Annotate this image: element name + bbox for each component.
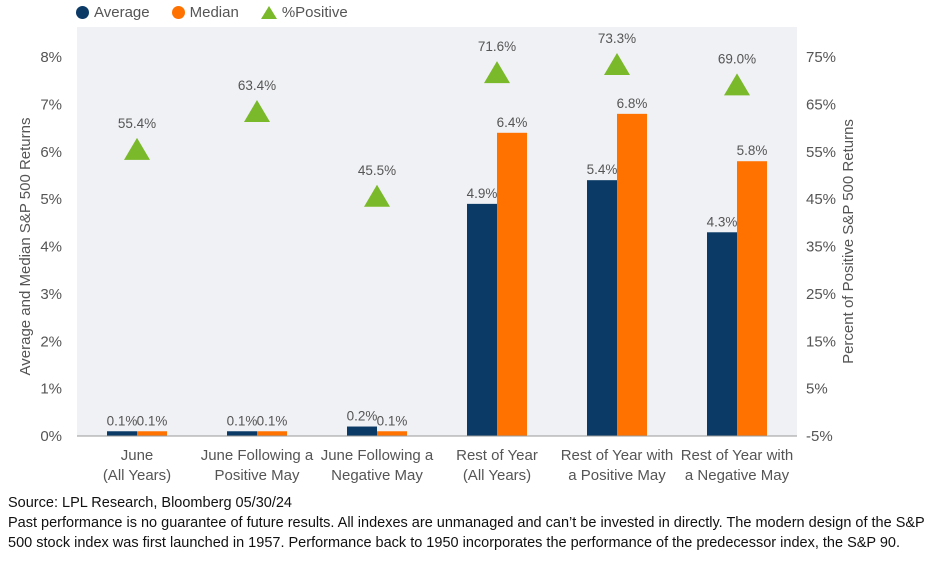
positive-label: 45.5% [358, 163, 396, 178]
bar-median [497, 132, 527, 437]
data-label: 0.1% [377, 413, 408, 428]
positive-label: 55.4% [118, 116, 156, 131]
y-right-tick-label: 45% [806, 191, 836, 208]
triangle-icon [260, 6, 277, 19]
x-tick-label: Rest of Year [456, 447, 538, 464]
bar-average [347, 426, 377, 436]
legend-median: Median [171, 4, 239, 21]
y-right-tick-label: 5% [806, 381, 828, 398]
chart: 0% 1% 2% 3% 4% 5% 6% 7% 8% -5% 5% 15% 25% 35% 45% 55% 65… [17, 27, 857, 484]
bar-average [587, 180, 617, 436]
bar-median [377, 431, 407, 436]
y-right-axis-title: Percent of Positive S&P 500 Returns [840, 119, 857, 364]
y-right-tick-label: 35% [806, 239, 836, 256]
positive-marker [244, 99, 270, 122]
legend: Average Median %Positive [76, 4, 348, 21]
x-tick-label: (All Years) [463, 467, 531, 484]
data-label: 5.4% [587, 162, 618, 177]
y-tick-label: 3% [40, 286, 62, 303]
y-tick-label: 4% [40, 239, 62, 256]
data-label: 5.8% [737, 143, 768, 158]
legend-positive: %Positive [260, 4, 348, 21]
bar-average [467, 203, 497, 436]
bar-median [737, 161, 767, 436]
bar-average [107, 431, 137, 436]
bar-median [617, 113, 647, 436]
legend-label: %Positive [281, 4, 348, 21]
data-label: 0.1% [227, 413, 258, 428]
data-label: 0.1% [137, 413, 168, 428]
x-tick-label: June [121, 447, 154, 464]
bar-median [257, 431, 287, 436]
y-right-tick-label: 75% [806, 49, 836, 66]
positive-marker [604, 53, 630, 76]
y-right-tick-label: 15% [806, 333, 836, 350]
data-label: 0.1% [257, 413, 288, 428]
y-tick-label: 1% [40, 381, 62, 398]
y-tick-label: 7% [40, 96, 62, 113]
circle-icon [171, 6, 185, 19]
data-label: 4.3% [707, 214, 738, 229]
bar-median [137, 431, 167, 436]
x-tick-label: (All Years) [103, 467, 171, 484]
plot-area [77, 27, 797, 436]
circle-icon [76, 6, 89, 19]
y-tick-label: 2% [40, 333, 62, 350]
x-tick-label: Negative May [331, 467, 423, 484]
y-right-tick-label: -5% [806, 428, 833, 445]
positive-marker [124, 137, 150, 160]
positive-label: 73.3% [598, 31, 636, 46]
positive-label: 69.0% [718, 51, 756, 66]
x-tick-label: June Following a [201, 447, 314, 464]
y-axis-title: Average and Median S&P 500 Returns [17, 118, 34, 376]
x-tick-label: Rest of Year with [681, 447, 794, 464]
source-note: Source: LPL Research, Bloomberg 05/30/24 [8, 495, 292, 511]
y-tick-label: 0% [40, 428, 62, 445]
x-tick-label: a Negative May [685, 467, 790, 484]
positive-label: 63.4% [238, 78, 276, 93]
x-tick-label: Positive May [214, 467, 300, 484]
data-label: 4.9% [467, 186, 498, 201]
x-tick-label: a Positive May [568, 467, 666, 484]
bar-average [707, 232, 737, 436]
y-right-tick-label: 55% [806, 144, 836, 161]
bar-average [227, 431, 257, 436]
data-label: 0.1% [107, 413, 138, 428]
positive-label: 71.6% [478, 39, 516, 54]
y-right-tick-label: 65% [806, 96, 836, 113]
data-label: 6.4% [497, 115, 528, 130]
data-label: 6.8% [617, 96, 648, 111]
y-tick-label: 5% [40, 191, 62, 208]
legend-label: Median [189, 4, 239, 21]
data-label: 0.2% [347, 409, 378, 424]
y-right-tick-label: 25% [806, 286, 836, 303]
positive-marker [364, 184, 390, 207]
positive-marker [724, 73, 750, 96]
positive-marker [484, 61, 510, 84]
disclaimer: Past performance is no guarantee of futu… [8, 515, 925, 551]
legend-average: Average [76, 4, 150, 21]
x-tick-label: June Following a [321, 447, 434, 464]
legend-label: Average [94, 4, 150, 21]
y-tick-label: 6% [40, 144, 62, 161]
y-tick-label: 8% [40, 49, 62, 66]
x-tick-label: Rest of Year with [561, 447, 674, 464]
